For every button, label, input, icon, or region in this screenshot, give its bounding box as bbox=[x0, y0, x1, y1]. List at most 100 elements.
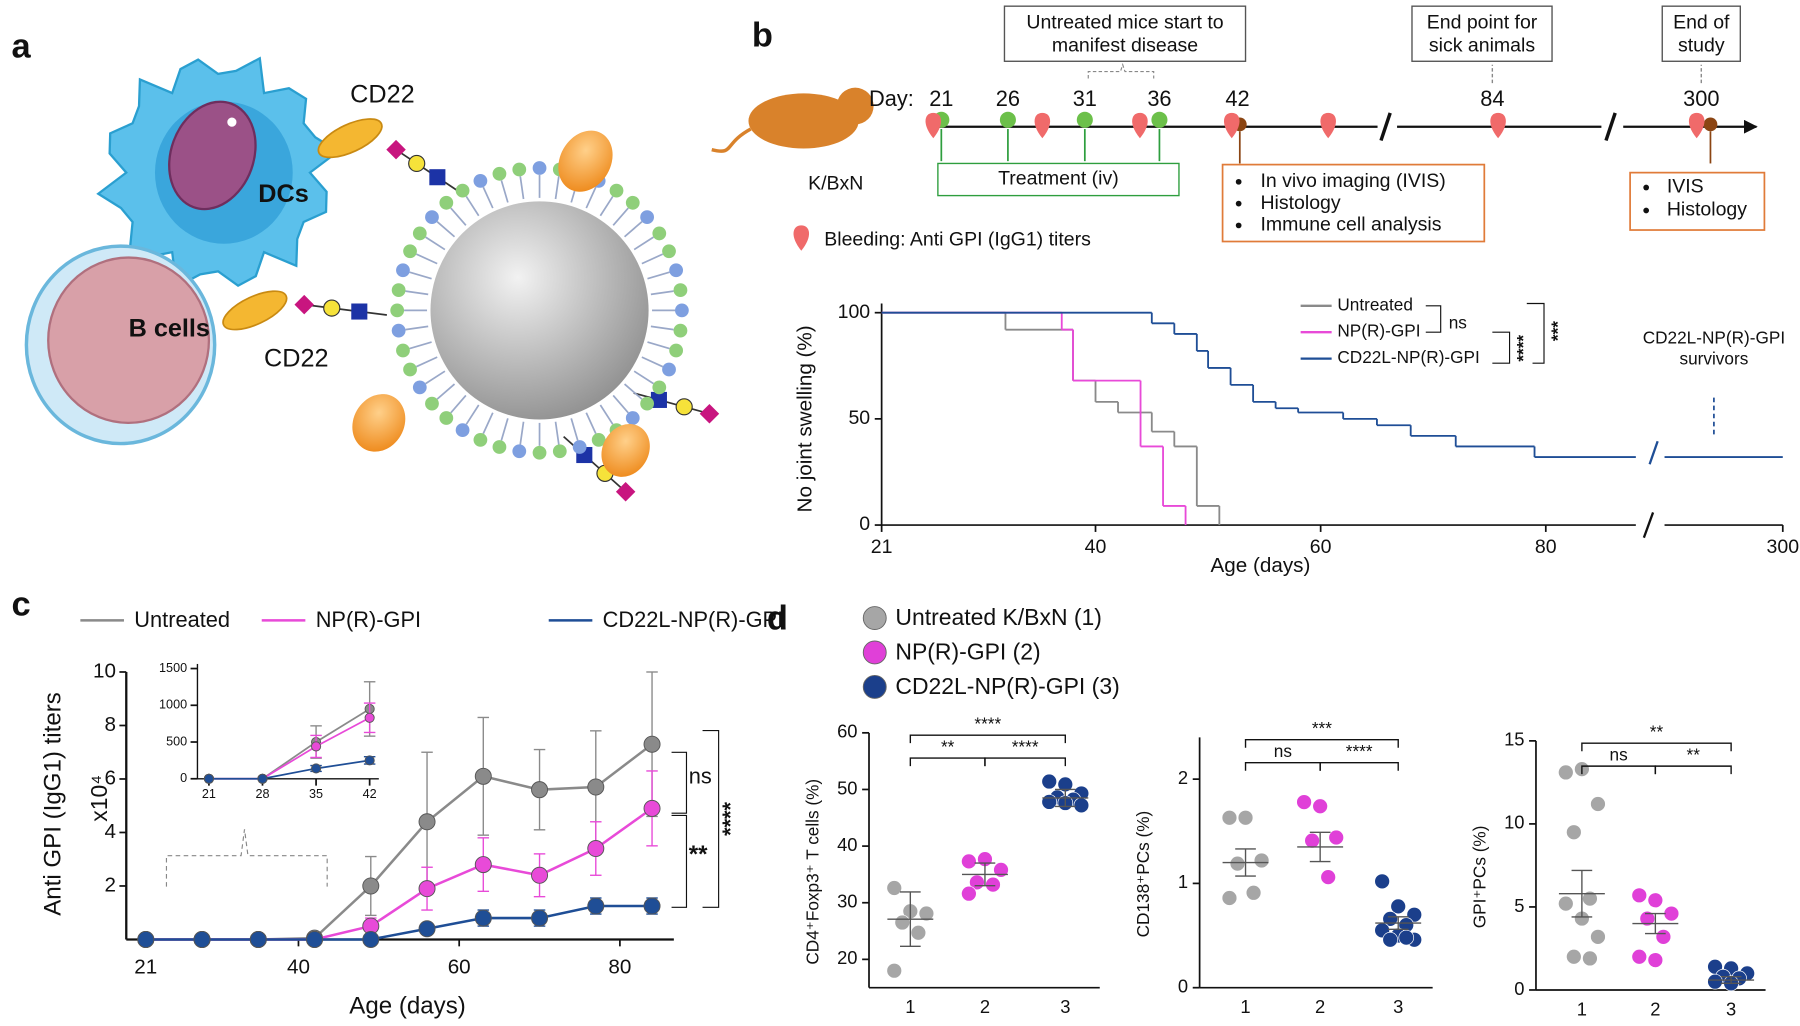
lipid-head bbox=[673, 283, 688, 298]
legend-label: CD22L-NP(R)-GPI bbox=[603, 607, 783, 632]
callout-box bbox=[1003, 5, 1247, 62]
lipid-head bbox=[652, 380, 667, 395]
y-tick-label: 6 bbox=[104, 766, 116, 789]
mouse-head bbox=[836, 87, 874, 125]
lipid-head bbox=[455, 423, 470, 438]
sig-bracket bbox=[1425, 305, 1442, 333]
bleed-pin bbox=[925, 112, 942, 139]
x-tick-label: 80 bbox=[1535, 536, 1557, 558]
data-point bbox=[1073, 797, 1090, 814]
lipid-tail bbox=[500, 180, 509, 203]
callout-text: Untreated mice start to bbox=[1026, 12, 1223, 34]
lipid-head bbox=[403, 362, 417, 377]
analysis-item: Histology bbox=[1667, 199, 1747, 221]
y-tick-label: 60 bbox=[837, 721, 857, 742]
lipid-head bbox=[609, 183, 624, 198]
lipid-tail bbox=[647, 271, 670, 280]
x-tick-label: 3 bbox=[1060, 996, 1070, 1017]
data-point bbox=[364, 755, 375, 766]
legend-label: Untreated K/BxN (1) bbox=[895, 604, 1102, 630]
x-tick-label: 42 bbox=[363, 787, 377, 801]
glycan-sugar bbox=[408, 154, 426, 173]
data-point bbox=[306, 930, 324, 948]
lipid-head bbox=[662, 362, 676, 377]
sig-label: **** bbox=[1012, 736, 1039, 756]
bleed-pin bbox=[1320, 112, 1336, 139]
y-tick-label: 50 bbox=[837, 777, 857, 798]
y-axis-title: Anti GPI (IgG1) titers bbox=[39, 692, 66, 916]
glycan-sugar bbox=[699, 403, 720, 424]
lipid-tail bbox=[650, 290, 674, 296]
lipid-head bbox=[512, 162, 527, 177]
data-point bbox=[961, 853, 977, 870]
x-tick-label: 2 bbox=[1650, 998, 1660, 1019]
data-point bbox=[1663, 905, 1680, 922]
glycan-sugar bbox=[615, 482, 636, 502]
data-point bbox=[1582, 950, 1598, 967]
axis-break bbox=[1648, 440, 1659, 465]
y-tick-label: 20 bbox=[837, 947, 857, 968]
axis-break bbox=[1642, 512, 1655, 539]
data-point bbox=[1566, 824, 1582, 841]
x-tick-label: 2 bbox=[1315, 996, 1325, 1017]
y-tick-label: 10 bbox=[1504, 812, 1524, 833]
data-point bbox=[203, 773, 214, 784]
lipid-tail bbox=[633, 370, 654, 385]
sig-label: ** bbox=[941, 736, 955, 756]
y-tick-label: 100 bbox=[838, 301, 871, 323]
brace bbox=[165, 829, 328, 887]
legend-label: NP(R)-GPI (2) bbox=[895, 639, 1040, 665]
lipid-head bbox=[425, 210, 439, 225]
series-line bbox=[145, 904, 653, 941]
rule bbox=[633, 392, 710, 415]
lipid-head bbox=[473, 432, 488, 447]
y-tick-label: 0 bbox=[859, 513, 870, 535]
lipid-head bbox=[669, 343, 684, 358]
lipid-tail bbox=[623, 383, 643, 400]
lipid-tail bbox=[519, 421, 525, 445]
data-point bbox=[362, 877, 380, 895]
lipid-tail bbox=[570, 418, 579, 441]
data-point bbox=[1398, 929, 1415, 946]
lipid-tail bbox=[554, 421, 560, 445]
x-tick-label: 35 bbox=[309, 787, 323, 801]
survivors-note: survivors bbox=[1679, 348, 1748, 368]
antigen bbox=[558, 130, 613, 192]
data-point bbox=[1406, 906, 1423, 923]
sig-bracket bbox=[909, 757, 986, 767]
data-point bbox=[249, 930, 267, 948]
sig-label: **** bbox=[974, 713, 1001, 733]
data-point bbox=[894, 914, 911, 931]
glycan-sugar bbox=[323, 299, 341, 317]
data-point bbox=[311, 763, 322, 774]
panel-label: b bbox=[752, 16, 773, 54]
x-tick-label: 28 bbox=[255, 787, 269, 801]
lipid-head bbox=[412, 226, 427, 241]
lipid-tail bbox=[641, 253, 664, 265]
cell-label: B cells bbox=[129, 315, 210, 343]
series-line bbox=[208, 717, 371, 780]
data-point bbox=[418, 920, 436, 938]
data-point bbox=[918, 905, 935, 922]
bullet bbox=[1235, 222, 1242, 229]
y-tick-label: 0 bbox=[1514, 978, 1524, 999]
analysis-item: In vivo imaging (IVIS) bbox=[1260, 170, 1445, 192]
lipid-head bbox=[473, 174, 488, 188]
rule bbox=[304, 303, 387, 316]
lipid-head bbox=[625, 411, 640, 425]
bullet bbox=[1235, 178, 1242, 185]
strain-label: K/BxN bbox=[808, 172, 863, 194]
glycan-sugar bbox=[650, 391, 667, 408]
data-point bbox=[587, 840, 605, 858]
data-point bbox=[1221, 809, 1238, 826]
lipid-tail bbox=[585, 412, 597, 434]
data-point bbox=[474, 856, 492, 874]
y-axis-unit: x10⁴ bbox=[86, 775, 112, 822]
lipid-head bbox=[439, 411, 454, 425]
lipid-tail bbox=[500, 418, 509, 441]
data-point bbox=[1229, 855, 1246, 872]
lipid-tail bbox=[450, 394, 467, 414]
lipid-tail bbox=[482, 186, 494, 209]
x-tick-label: 1 bbox=[905, 996, 915, 1017]
